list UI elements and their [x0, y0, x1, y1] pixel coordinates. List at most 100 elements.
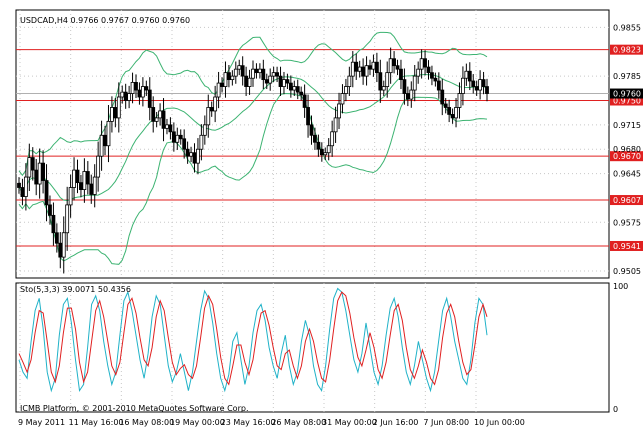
bear-candle	[240, 65, 245, 77]
bull-candle	[337, 103, 341, 119]
bull-candle	[202, 124, 207, 136]
bull-candle	[196, 148, 200, 164]
level-label: 0.9670	[613, 152, 641, 161]
bear-candle	[261, 68, 266, 81]
bear-candle	[309, 124, 314, 136]
bear-candle	[123, 91, 128, 101]
bear-candle	[227, 72, 231, 81]
stochastic-main-line	[18, 287, 488, 393]
bull-candle	[340, 93, 345, 105]
level-label: 0.9607	[613, 196, 641, 205]
bear-candle	[54, 232, 59, 244]
bull-candle	[206, 107, 211, 126]
bull-candle	[120, 91, 125, 98]
bear-candle	[423, 58, 427, 68]
x-tick-label: 10 Jun 00:00	[474, 418, 525, 427]
bear-candle	[447, 107, 452, 115]
level-label-bg	[610, 195, 643, 206]
bear-candle	[313, 134, 317, 143]
bull-candle	[457, 93, 462, 108]
bear-candle	[299, 91, 304, 96]
price-panel-frame	[15, 9, 610, 279]
level-label-bg	[610, 151, 643, 162]
bear-candle	[85, 171, 90, 185]
bull-candle	[454, 107, 458, 119]
bull-candle	[268, 75, 273, 84]
y-tick-label: 0.9645	[613, 170, 641, 179]
bear-candle	[79, 182, 83, 190]
bull-candle	[23, 176, 28, 197]
bear-candle	[244, 75, 249, 87]
bull-candle	[464, 70, 469, 79]
bull-candle	[130, 81, 135, 94]
bear-candle	[113, 107, 118, 119]
bear-candle	[44, 180, 49, 206]
chart-frames	[15, 9, 610, 413]
bear-candle	[192, 152, 197, 164]
bear-candle	[278, 75, 283, 87]
y-tick-label: 0.9505	[613, 267, 641, 276]
y-tick-label: 0.9680	[613, 145, 641, 154]
bear-candle	[485, 86, 489, 94]
x-tick-label: 26 May 08:00	[271, 418, 326, 427]
indicator-header: Sto(5,3,3) 39.0071 50.4356	[20, 285, 131, 294]
x-tick-label: 31 May 00:00	[322, 418, 377, 427]
bear-candle	[378, 72, 383, 91]
bollinger-middle	[18, 73, 488, 202]
stoch-y-tick-label: 0	[613, 405, 618, 414]
bear-candle	[467, 70, 472, 82]
bull-candle	[230, 75, 235, 81]
bear-candle	[151, 107, 156, 122]
bear-candle	[254, 68, 259, 74]
level-label: 0.9750	[613, 96, 641, 105]
bull-candle	[357, 66, 362, 72]
bear-candle	[137, 89, 142, 98]
bear-candle	[58, 242, 63, 258]
bull-candle	[330, 131, 335, 147]
copyright-text: ICMB Platform, © 2001-2010 MetaQuotes So…	[20, 404, 249, 413]
bull-candle	[251, 68, 255, 79]
bull-candle	[27, 157, 32, 178]
stochastic-signal-line	[18, 291, 488, 386]
bear-candle	[168, 124, 173, 133]
current-price-bg	[610, 88, 643, 99]
bear-candle	[34, 169, 39, 185]
bear-candle	[430, 72, 434, 79]
bull-candle	[247, 77, 252, 87]
bear-candle	[440, 89, 445, 105]
bear-candle	[399, 68, 403, 81]
bear-candle	[171, 131, 176, 143]
bull-candle	[199, 134, 204, 150]
level-label: 0.9541	[613, 242, 641, 251]
bear-candle	[288, 82, 293, 91]
bull-candle	[127, 93, 132, 101]
bear-candle	[285, 79, 290, 84]
bull-candle	[385, 72, 390, 87]
x-tick-label: 16 May 08:00	[119, 418, 174, 427]
bear-candle	[134, 81, 138, 91]
bull-candle	[99, 134, 104, 157]
bull-candle	[412, 75, 417, 91]
bear-candle	[161, 110, 166, 129]
bull-candle	[409, 89, 414, 100]
bull-candle	[271, 72, 276, 77]
bull-candle	[419, 58, 424, 70]
bull-candle	[116, 96, 121, 119]
stoch-y-tick-label: 100	[613, 282, 628, 291]
level-label: 0.9823	[613, 46, 641, 55]
bull-candle	[364, 65, 369, 77]
bull-candle	[110, 107, 114, 122]
bear-candle	[405, 93, 410, 100]
bear-candle	[51, 214, 56, 234]
bear-candle	[316, 141, 321, 150]
bear-candle	[306, 107, 310, 126]
bear-candle	[185, 148, 190, 157]
bollinger-upper	[18, 31, 488, 177]
indicator-panel-frame	[15, 282, 610, 413]
bull-candle	[154, 117, 159, 122]
bull-candle	[233, 68, 238, 77]
bear-candle	[474, 86, 479, 91]
bear-candle	[433, 77, 438, 82]
